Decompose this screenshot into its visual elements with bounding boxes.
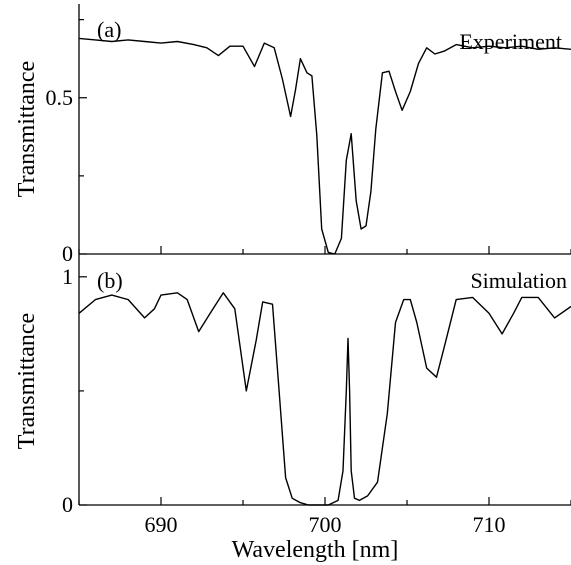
panel-b-simulation-curve: [78, 292, 571, 506]
x-tick-label: 690: [145, 512, 178, 537]
panel-b-series-label: Simulation: [470, 268, 567, 293]
x-tick-label: 700: [309, 512, 342, 537]
panel-a-experiment-curve: [78, 37, 571, 255]
x-axis-title: Wavelength [nm]: [232, 537, 399, 563]
panel-a-y-tick-label: 0: [62, 241, 73, 266]
panel-a-y-tick-label: 0.5: [46, 85, 74, 110]
panel-b-label: (b): [97, 268, 123, 293]
panel-a-y-axis-title: Transmittance: [14, 61, 40, 197]
panel-a-series-label: Experiment: [459, 29, 562, 54]
panel-b-y-tick-label: 0: [62, 492, 73, 517]
panel-a-label: (a): [97, 17, 121, 42]
panel-b-y-axis-title: Transmittance: [14, 313, 40, 449]
panel-b-simulation: 0 1 690 700 710 (b) Simulation Transmittance…: [14, 254, 571, 563]
panel-a-experiment: 0 0.5 (a) Experiment Transmittance: [14, 4, 571, 266]
panel-b-y-tick-label: 1: [62, 264, 73, 289]
x-tick-label: 710: [473, 512, 506, 537]
